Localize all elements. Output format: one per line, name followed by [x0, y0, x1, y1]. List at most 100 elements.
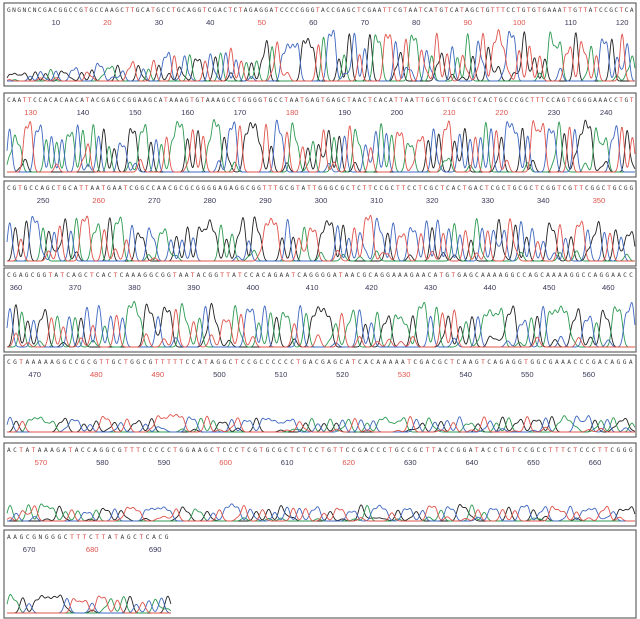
base-call: G [58, 7, 62, 14]
base-call: G [300, 7, 304, 14]
base-call: G [136, 359, 140, 366]
base-call: G [512, 359, 516, 366]
base-call: C [232, 97, 236, 104]
base-call: T [500, 447, 504, 454]
base-call: T [383, 7, 387, 14]
base-call: T [352, 359, 356, 366]
base-call: G [207, 185, 211, 192]
base-call: G [248, 97, 252, 104]
base-call: G [499, 97, 503, 104]
base-call: C [358, 359, 362, 366]
base-call: G [358, 447, 362, 454]
base-call: A [455, 7, 459, 14]
base-call: A [469, 447, 473, 454]
trace-g [6, 216, 636, 262]
base-call: A [169, 97, 173, 104]
base-call: A [463, 272, 467, 279]
position-label: 440 [483, 283, 496, 292]
base-call: T [220, 272, 224, 279]
base-call: G [107, 185, 111, 192]
base-call: T [204, 359, 208, 366]
base-call: C [450, 447, 454, 454]
base-call: G [329, 185, 333, 192]
base-call: G [385, 185, 389, 192]
base-call: C [244, 272, 248, 279]
base-call: T [85, 185, 89, 192]
base-call: A [91, 97, 95, 104]
base-call: T [563, 7, 567, 14]
base-call: T [28, 97, 32, 104]
base-call: T [70, 534, 74, 541]
base-call: A [138, 97, 142, 104]
base-call: G [258, 97, 262, 104]
base-call: G [257, 185, 261, 192]
base-call: G [32, 534, 36, 541]
panel-frame [3, 529, 637, 619]
base-call: G [362, 272, 366, 279]
position-label: 130 [24, 108, 37, 117]
base-call: G [549, 359, 553, 366]
base-call: T [432, 447, 436, 454]
base-call: T [167, 359, 171, 366]
base-call: G [79, 7, 83, 14]
position-label: 380 [128, 283, 141, 292]
base-call: T [537, 7, 541, 14]
trace-t [7, 214, 635, 262]
base-call: G [43, 7, 47, 14]
base-call: A [410, 97, 414, 104]
base-call: C [203, 272, 207, 279]
base-call: C [475, 7, 479, 14]
base-call: C [352, 7, 356, 14]
base-call: T [102, 534, 106, 541]
base-call: G [625, 97, 629, 104]
base-call: A [434, 272, 438, 279]
trace-c [6, 215, 635, 262]
base-call: T [481, 359, 485, 366]
base-call: C [475, 272, 479, 279]
base-call: T [139, 534, 143, 541]
base-call: A [321, 7, 325, 14]
position-label: 90 [463, 18, 471, 27]
base-call: T [573, 447, 577, 454]
base-call: T [79, 185, 83, 192]
base-call: C [522, 272, 526, 279]
position-label: 610 [281, 458, 294, 467]
base-call: C [167, 447, 171, 454]
base-call: C [274, 97, 278, 104]
base-call: C [290, 359, 294, 366]
position-label: 70 [361, 18, 369, 27]
base-call: C [117, 97, 121, 104]
base-call: T [241, 447, 245, 454]
base-call: A [280, 272, 284, 279]
base-call: G [115, 7, 119, 14]
base-call: A [80, 97, 84, 104]
base-call: C [309, 447, 313, 454]
base-call: T [263, 97, 267, 104]
base-call: G [452, 97, 456, 104]
base-call: G [386, 272, 390, 279]
base-call: G [216, 359, 220, 366]
base-call: A [617, 272, 621, 279]
base-call: A [611, 272, 615, 279]
base-call: A [44, 97, 48, 104]
base-call: A [493, 272, 497, 279]
base-call: A [331, 97, 335, 104]
base-call: C [357, 272, 361, 279]
base-call: A [546, 272, 550, 279]
base-call: A [185, 272, 189, 279]
base-call: G [315, 272, 319, 279]
base-call: C [246, 185, 250, 192]
base-call: G [62, 359, 66, 366]
base-call: G [243, 97, 247, 104]
base-call: C [142, 359, 146, 366]
position-label: 370 [69, 283, 82, 292]
base-call: A [327, 359, 331, 366]
base-call: G [130, 359, 134, 366]
base-call: T [394, 97, 398, 104]
base-call: T [481, 7, 485, 14]
base-call: T [290, 447, 294, 454]
base-call: C [227, 97, 231, 104]
position-label: 670 [23, 545, 36, 554]
base-call: A [93, 447, 97, 454]
